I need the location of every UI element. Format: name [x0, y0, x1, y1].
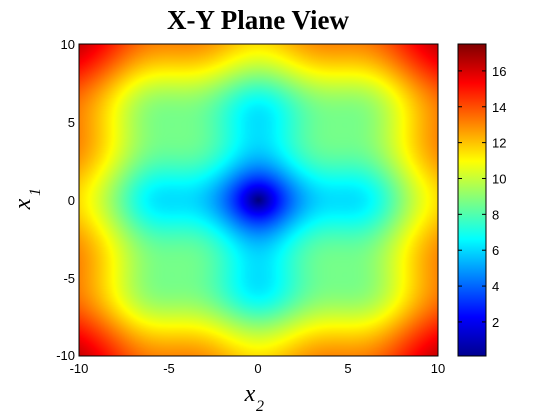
- colorbar-tick-label: 14: [492, 100, 506, 115]
- x-tick-label: 0: [254, 361, 261, 376]
- y-tick-label: -5: [63, 271, 75, 286]
- colorbar-tick-label: 12: [492, 136, 506, 151]
- colorbar-tick-label: 4: [492, 279, 499, 294]
- colorbar: 16 14 12 10 8 6 4 2: [457, 43, 506, 357]
- colorbar-tick-label: 16: [492, 64, 506, 79]
- y-tick-label: 0: [68, 193, 75, 208]
- colorbar-ticks: 16 14 12 10 8 6 4 2: [458, 64, 506, 330]
- y-axis-label-symbol: x: [10, 198, 36, 210]
- x-tick-labels: -10 -5 0 5 10: [70, 361, 446, 376]
- plot-area: [78, 43, 439, 357]
- y-tick-label: 5: [68, 115, 75, 130]
- x-tick-label: 5: [344, 361, 351, 376]
- y-axis-label: x 1: [10, 188, 44, 210]
- y-tick-label: 10: [61, 37, 75, 52]
- x-axis-label-subscript: 2: [256, 398, 264, 415]
- y-tick-label: -10: [56, 348, 75, 363]
- x-axis-label: x 2: [244, 381, 264, 415]
- x-tick-label: 10: [431, 361, 445, 376]
- colorbar-tick-label: 8: [492, 207, 499, 222]
- heatmap-canvas: [79, 44, 438, 356]
- x-tick-label: -10: [70, 361, 89, 376]
- colorbar-gradient: [457, 43, 487, 357]
- colorbar-tick-label: 2: [492, 315, 499, 330]
- colorbar-tick-label: 10: [492, 171, 506, 186]
- plot-frame: [78, 43, 439, 357]
- colorbar-tick-label: 6: [492, 243, 499, 258]
- chart-title: X-Y Plane View: [167, 5, 349, 35]
- x-axis-label-symbol: x: [244, 381, 256, 407]
- y-axis-label-subscript: 1: [27, 188, 44, 196]
- y-tick-labels: 10 5 0 -5 -10: [56, 37, 75, 363]
- x-tick-label: -5: [163, 361, 175, 376]
